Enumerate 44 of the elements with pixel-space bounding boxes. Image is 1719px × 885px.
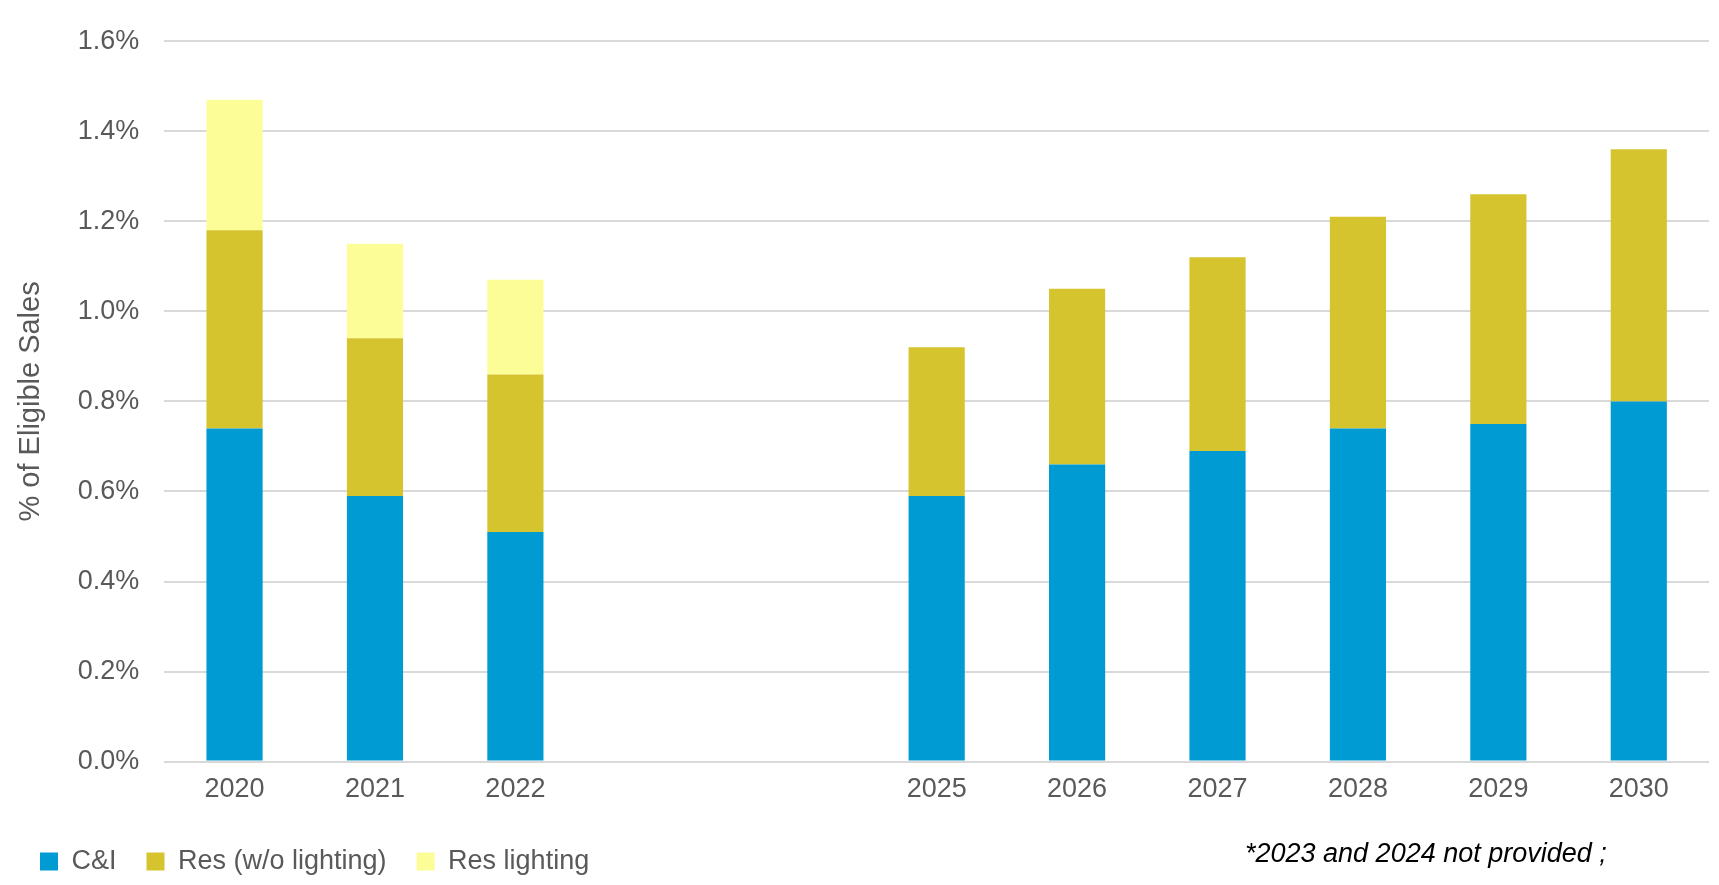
x-tick-label: 2022 xyxy=(485,773,546,804)
x-tick-label: 2028 xyxy=(1327,773,1388,804)
y-tick-label: 1.6% xyxy=(77,24,140,55)
bar xyxy=(487,279,544,375)
bar xyxy=(1470,194,1527,424)
x-tick-label: 2026 xyxy=(1047,773,1108,804)
y-tick-label: 1.0% xyxy=(77,294,140,325)
bar xyxy=(346,243,404,339)
bar xyxy=(1329,216,1387,429)
bar xyxy=(1329,428,1387,761)
bar xyxy=(346,495,404,761)
y-tick-label: 0.2% xyxy=(77,655,140,685)
y-tick-label: 0.4% xyxy=(77,564,140,595)
x-tick-label: 2020 xyxy=(204,773,265,804)
bar xyxy=(487,531,544,761)
y-tick-label: 1.2% xyxy=(77,204,140,235)
legend-label: Res lighting xyxy=(448,844,590,875)
bar xyxy=(1049,464,1106,761)
x-tick-label: 2021 xyxy=(344,773,406,804)
bar xyxy=(206,230,263,429)
bar xyxy=(1470,423,1527,761)
x-tick-label: 2029 xyxy=(1468,773,1529,804)
bar xyxy=(908,495,965,761)
bar xyxy=(1049,288,1106,465)
x-tick-label: 2027 xyxy=(1187,773,1248,804)
legend-label: C&I xyxy=(71,844,117,875)
y-tick-label: 0.6% xyxy=(77,474,140,505)
bar xyxy=(487,374,544,532)
text: *2023 and 2024 not provided ; xyxy=(1245,838,1607,868)
x-tick-label: 2030 xyxy=(1608,773,1669,804)
y-tick-label: 0.0% xyxy=(77,745,140,776)
bar xyxy=(1189,450,1246,761)
bar xyxy=(346,338,404,496)
x-tick-label: 2025 xyxy=(906,773,967,804)
bar xyxy=(206,99,263,231)
legend-label: Res (w/o lighting) xyxy=(178,844,387,875)
bar xyxy=(1189,257,1246,451)
bar xyxy=(1610,401,1667,761)
bar xyxy=(1610,149,1667,402)
bar xyxy=(908,347,965,496)
y-tick-label: 0.8% xyxy=(77,384,140,415)
bar xyxy=(206,428,263,761)
y-tick-label: 1.4% xyxy=(77,114,140,145)
y-axis-title: % of Eligible Sales xyxy=(13,281,46,522)
